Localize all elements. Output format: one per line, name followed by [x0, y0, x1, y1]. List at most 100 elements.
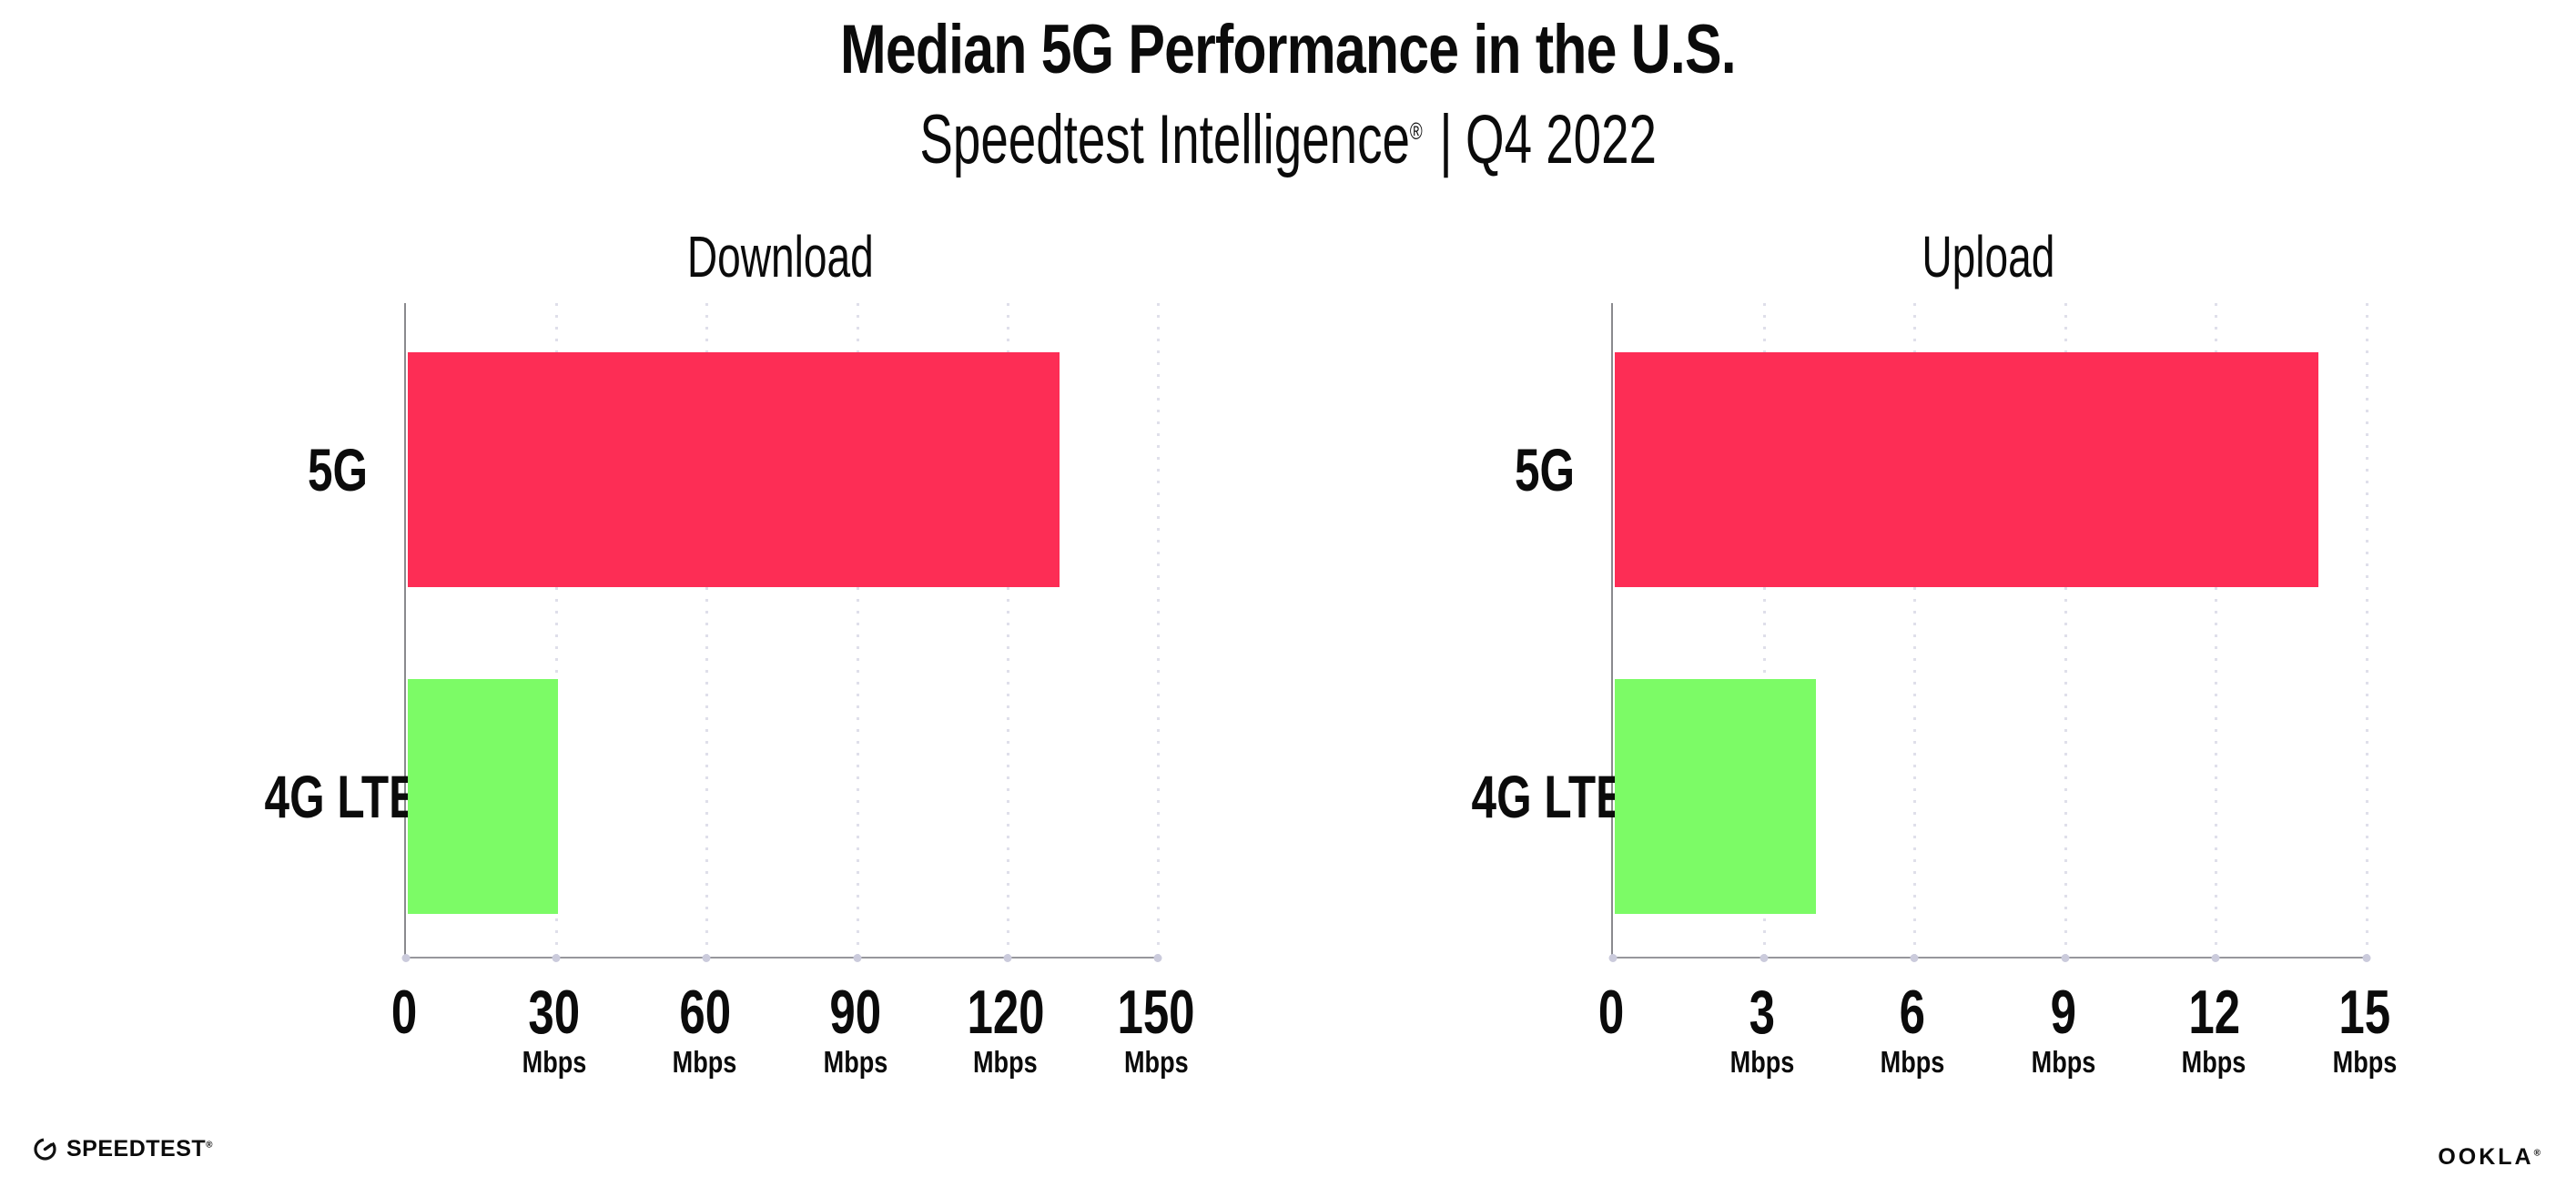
x-tick-value: 0 [1594, 978, 1628, 1047]
bar-4g-lte-download [408, 679, 559, 914]
x-tick-unit-text: Mbps [2031, 1045, 2096, 1079]
gridline-90-mbps [856, 303, 859, 957]
gridline-150-mbps [1157, 303, 1160, 957]
x-tick-9: 9 Mbps [2024, 981, 2103, 1080]
axis-tick-dot [2061, 954, 2070, 962]
axis-tick-dot [1910, 954, 1919, 962]
chart-title-download: Download [404, 223, 1156, 290]
x-tick-value: 3 [1723, 978, 1801, 1047]
x-tick-unit-text: Mbps [973, 1045, 1039, 1079]
x-tick-unit-text: Mbps [1880, 1045, 1945, 1079]
category-label-text: 5G [307, 436, 368, 503]
axis-tick-dot [552, 954, 561, 962]
x-tick-value: 30 [515, 981, 593, 1043]
x-tick-unit-text: Mbps [1123, 1045, 1189, 1079]
ookla-registered-mark: ® [2533, 1148, 2543, 1159]
subtitle-brand: Speedtest Intelligence [919, 101, 1410, 178]
ookla-logo-text: OOKLA® [2438, 1144, 2543, 1170]
page-title: Median 5G Performance in the U.S. [0, 11, 2576, 89]
x-tick-value-text: 0 [1597, 978, 1625, 1047]
x-tick-value-text: 3 [1749, 978, 1775, 1047]
x-tick-value-text: 15 [2338, 978, 2391, 1047]
x-tick-unit-text: Mbps [1729, 1045, 1794, 1079]
chart-title-text: Upload [1921, 224, 2055, 289]
x-tick-unit: Mbps [515, 1044, 593, 1080]
chart-title-upload: Upload [1611, 223, 2365, 290]
x-tick-120: 120 Mbps [954, 978, 1057, 1080]
x-tick-value: 120 [954, 978, 1057, 1047]
upload-chart: Upload 5G 4G LTE 0 3 Mbps 6 Mbps 9 Mbps 12 Mbps 15 Mb… [1420, 0, 2419, 1197]
x-tick-unit: Mbps [1723, 1044, 1801, 1080]
axis-tick-dot [702, 954, 711, 962]
x-tick-value-text: 90 [829, 978, 881, 1047]
gridline-30-mbps [555, 303, 559, 957]
x-tick-unit: Mbps [2024, 1044, 2103, 1080]
x-tick-unit: Mbps [954, 1044, 1057, 1080]
gridline-15-mbps [2366, 303, 2368, 957]
page-title-text: Median 5G Performance in the U.S. [840, 11, 1737, 88]
chart-title-text: Download [686, 224, 874, 289]
x-tick-value: 6 [1873, 978, 1952, 1047]
plot-area-upload [1608, 303, 2371, 962]
bar-4g-lte-upload [1615, 679, 1816, 914]
category-label-text: 4G LTE [1471, 763, 1627, 830]
category-label-4g-lte: 4G LTE [213, 766, 420, 827]
axis-tick-dot [1760, 954, 1769, 962]
x-tick-150: 150 Mbps [1104, 978, 1207, 1080]
x-tick-unit: Mbps [665, 1044, 744, 1080]
x-tick-value-text: 150 [1117, 978, 1195, 1047]
x-tick-unit-text: Mbps [522, 1045, 587, 1079]
x-tick-unit-text: Mbps [2182, 1045, 2246, 1079]
axis-tick-dot [1003, 954, 1012, 962]
x-tick-unit: Mbps [1104, 1044, 1207, 1080]
speedtest-registered-mark: ® [206, 1140, 214, 1151]
x-tick-30: 30 Mbps [515, 981, 593, 1080]
axis-tick-dot [2362, 954, 2371, 962]
x-tick-unit: Mbps [816, 1044, 895, 1080]
x-tick-unit: Mbps [2175, 1044, 2253, 1080]
category-label-5g: 5G [1420, 440, 1575, 500]
download-chart: Download 5G 4G LTE 0 30 Mbps 60 Mbps 90 Mbps 120 Mb… [213, 0, 1211, 1197]
x-tick-value: 90 [816, 978, 895, 1047]
bar-5g-download [408, 352, 1060, 587]
x-tick-value: 15 [2326, 978, 2404, 1047]
gridline-3-mbps [1762, 303, 1766, 957]
gridline-12-mbps [2215, 303, 2218, 957]
registered-trademark-symbol: ® [1409, 117, 1423, 145]
x-tick-unit-text: Mbps [673, 1045, 737, 1079]
category-label-5g: 5G [213, 440, 368, 500]
x-tick-60: 60 Mbps [665, 981, 744, 1080]
subtitle-period: Q4 2022 [1465, 101, 1657, 178]
speedtest-gauge-icon [34, 1138, 56, 1161]
speedtest-logo: SPEEDTEST® [33, 1136, 213, 1162]
x-tick-value-text: 0 [390, 978, 418, 1047]
gridline-60-mbps [705, 303, 709, 957]
gridline-6-mbps [1913, 303, 1917, 957]
x-tick-0: 0 [387, 978, 421, 1047]
x-tick-unit-text: Mbps [2332, 1045, 2398, 1079]
x-tick-15: 15 Mbps [2326, 978, 2404, 1080]
plot-area-download [401, 303, 1162, 962]
page-subtitle: Speedtest Intelligence® | Q4 2022 [0, 98, 2576, 182]
speedtest-logo-text: SPEEDTEST® [66, 1136, 214, 1161]
x-tick-value: 60 [665, 981, 744, 1043]
x-tick-value-text: 6 [1900, 978, 1926, 1047]
category-label-4g-lte: 4G LTE [1420, 766, 1627, 827]
ookla-logo: OOKLA® [2438, 1144, 2543, 1171]
x-tick-value: 9 [2024, 981, 2103, 1043]
category-label-text: 5G [1514, 436, 1575, 503]
category-label-text: 4G LTE [264, 763, 420, 830]
x-tick-unit: Mbps [1873, 1044, 1952, 1080]
x-tick-3: 3 Mbps [1723, 978, 1801, 1080]
x-tick-value: 150 [1104, 978, 1207, 1047]
x-tick-unit-text: Mbps [823, 1045, 887, 1079]
x-tick-value-text: 12 [2188, 978, 2240, 1047]
axis-tick-dot [853, 954, 862, 962]
x-tick-unit: Mbps [2326, 1044, 2404, 1080]
x-tick-0: 0 [1594, 978, 1628, 1047]
x-tick-value: 0 [387, 978, 421, 1047]
x-tick-value-text: 120 [967, 978, 1045, 1047]
x-tick-90: 90 Mbps [816, 978, 895, 1080]
x-tick-12: 12 Mbps [2175, 978, 2253, 1080]
